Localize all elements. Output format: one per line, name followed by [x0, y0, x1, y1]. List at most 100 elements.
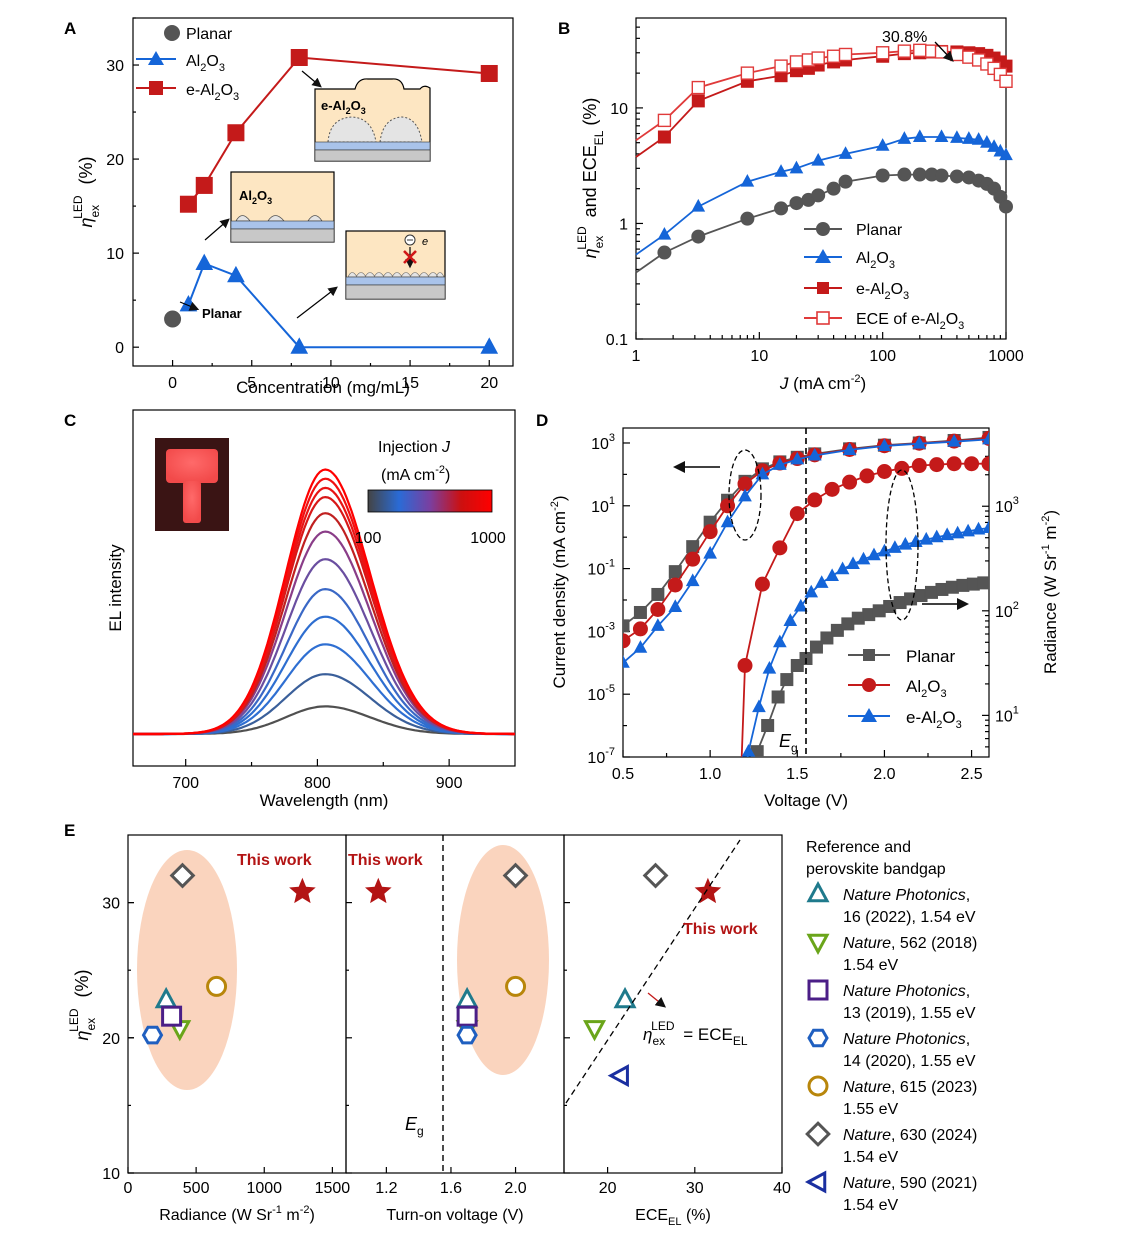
point-Al2O3 [876, 463, 892, 479]
inset-e-al2o3-label: e-Al2O3 [321, 98, 366, 116]
ref-point-square [161, 1005, 183, 1027]
point-e-Al2O3 [856, 551, 871, 565]
x-tick-label: 30 [686, 1180, 704, 1197]
inset-electron-label: e [422, 236, 428, 248]
point-Planar [820, 631, 834, 645]
x-tick-label: 40 [773, 1180, 791, 1197]
point-e-Al2O3 [793, 598, 808, 612]
x-tick-label: 1.0 [699, 766, 721, 783]
highlight-ellipse-radiance [137, 850, 237, 1090]
point-ECE of e-Al2O3 [774, 59, 788, 73]
inset-e-al2o3-schematic: e-Al2O3 [314, 78, 431, 162]
point-e-Al2O3 [982, 520, 989, 533]
panel-b-series [635, 43, 1013, 274]
spectrum-curve [133, 558, 515, 736]
point-Planar [780, 673, 794, 687]
equality-arrow [647, 992, 667, 1008]
colorbar-unit: (mA cm-2) [381, 464, 450, 484]
panel-b-xlabel: J (mA cm-2) [779, 373, 866, 393]
x-tick-label: 10 [750, 348, 768, 365]
legend-label-al2o3-d: Al2O3 [906, 677, 947, 700]
point-Al2O3 [987, 139, 1001, 152]
y-tick-label: 30 [106, 58, 124, 75]
y-tick-label: 20 [106, 152, 124, 169]
panel-d-y2label: Radiance (W Sr-1 m-2) [1040, 510, 1060, 674]
x-tick-label: 0.5 [612, 766, 634, 783]
point-Al2O3 [774, 164, 788, 177]
panel-a-xlabel: Concentration (mg/mL) [236, 378, 410, 397]
panel-d-xlabel: Voltage (V) [764, 791, 848, 810]
spectrum-curve [133, 643, 515, 736]
point-Planar [838, 174, 853, 189]
point-Planar [811, 188, 826, 203]
y-tick-label: 10-7 [587, 746, 615, 767]
point-Al2O3 [227, 265, 245, 283]
y-tick-label: 10 [106, 246, 124, 263]
panel-a-frame [132, 17, 514, 367]
point-e-Al2O3 [668, 599, 683, 612]
panel-e3-xlabel: ECEEL (%) [635, 1207, 711, 1228]
point-Al2O3 [480, 337, 499, 354]
point-e-Al2O3 [940, 527, 955, 541]
point-e-Al2O3 [919, 531, 934, 545]
point-Planar [651, 587, 665, 601]
legend-marker-square [807, 979, 829, 1001]
point-Al2O3 [999, 147, 1013, 161]
legend-marker-planar-d [863, 649, 875, 661]
point-ECE of e-Al2O3 [826, 49, 841, 63]
highlight-ellipse-voltage [457, 845, 549, 1075]
legend-ref-line1: Nature, 630 (2024) [843, 1127, 977, 1144]
panel-a-ylabel: ηexLED (%) [71, 156, 102, 227]
panel-e1-xlabel: Radiance (W Sr-1 m-2) [159, 1204, 315, 1224]
point-Al2O3 [929, 457, 945, 473]
point-Al2O3 [685, 551, 701, 567]
point-Planar [977, 576, 989, 590]
y2-tick-label: 103 [995, 495, 1019, 516]
point-e-Al2O3 [195, 176, 213, 194]
x-tick-label: 500 [183, 1180, 210, 1197]
legend-ref-line1: Nature, 615 (2023) [843, 1079, 977, 1096]
point-e-Al2O3 [877, 438, 892, 452]
panel-label-a: A [64, 19, 76, 38]
panel-a-legend: Planar Al2O3 e-Al2O3 [136, 25, 239, 103]
x-tick-label: 2.5 [960, 766, 982, 783]
point-e-Al2O3 [290, 49, 308, 67]
panel-e-ylabel: ηexLED (%) [67, 969, 98, 1040]
legend-marker-circle [807, 1075, 829, 1097]
colorbar-max: 1000 [470, 530, 506, 547]
panel-d-ylabel: Current density (mA cm-2) [549, 495, 569, 688]
point-e-Al2O3 [912, 436, 927, 449]
y-tick-label: 10-5 [587, 683, 615, 704]
legend-title-1: Reference and [806, 839, 911, 856]
legend-ref-line2: 1.54 eV [843, 1197, 898, 1214]
panel-c-axes: 700 800 900 [172, 759, 463, 792]
point-Al2O3 [897, 131, 912, 144]
inset-al2o3-label: Al2O3 [239, 188, 272, 206]
panel-label-e: E [64, 821, 75, 840]
point-e-Al2O3 [703, 545, 717, 559]
colorbar: Injection J (mA cm-2) 100 1000 [355, 439, 506, 547]
point-Al2O3 [720, 498, 736, 514]
x-tick-label: 20 [599, 1180, 617, 1197]
point-Al2O3 [195, 253, 214, 270]
point-Al2O3 [934, 129, 949, 143]
point-Al2O3 [875, 138, 890, 151]
legend-ref-line2: 1.54 eV [843, 957, 898, 974]
ref-point-hexagon [141, 1025, 164, 1045]
point-e-Al2O3 [835, 561, 850, 575]
blocked-cross-icon [403, 250, 417, 264]
ref-point-triangle-left [607, 1064, 629, 1088]
point-e-Al2O3 [898, 536, 913, 550]
legend-marker-al2o3-b [815, 249, 831, 263]
legend-marker-e-al2o3-d [861, 708, 877, 722]
point-Planar [789, 196, 804, 211]
point-e-Al2O3 [867, 547, 881, 561]
point-Al2O3 [859, 468, 875, 484]
point-Planar [771, 690, 785, 704]
colorbar-min: 100 [355, 530, 382, 547]
x-tick-label: 20 [480, 375, 498, 392]
this-work-label-1: This work [237, 852, 312, 869]
arrow-to-e-al2o3-inset [301, 70, 322, 88]
reference-legend: Reference and perovskite bandgap Nature … [804, 839, 977, 1214]
legend-ref-line1: Nature, 590 (2021) [843, 1175, 977, 1192]
